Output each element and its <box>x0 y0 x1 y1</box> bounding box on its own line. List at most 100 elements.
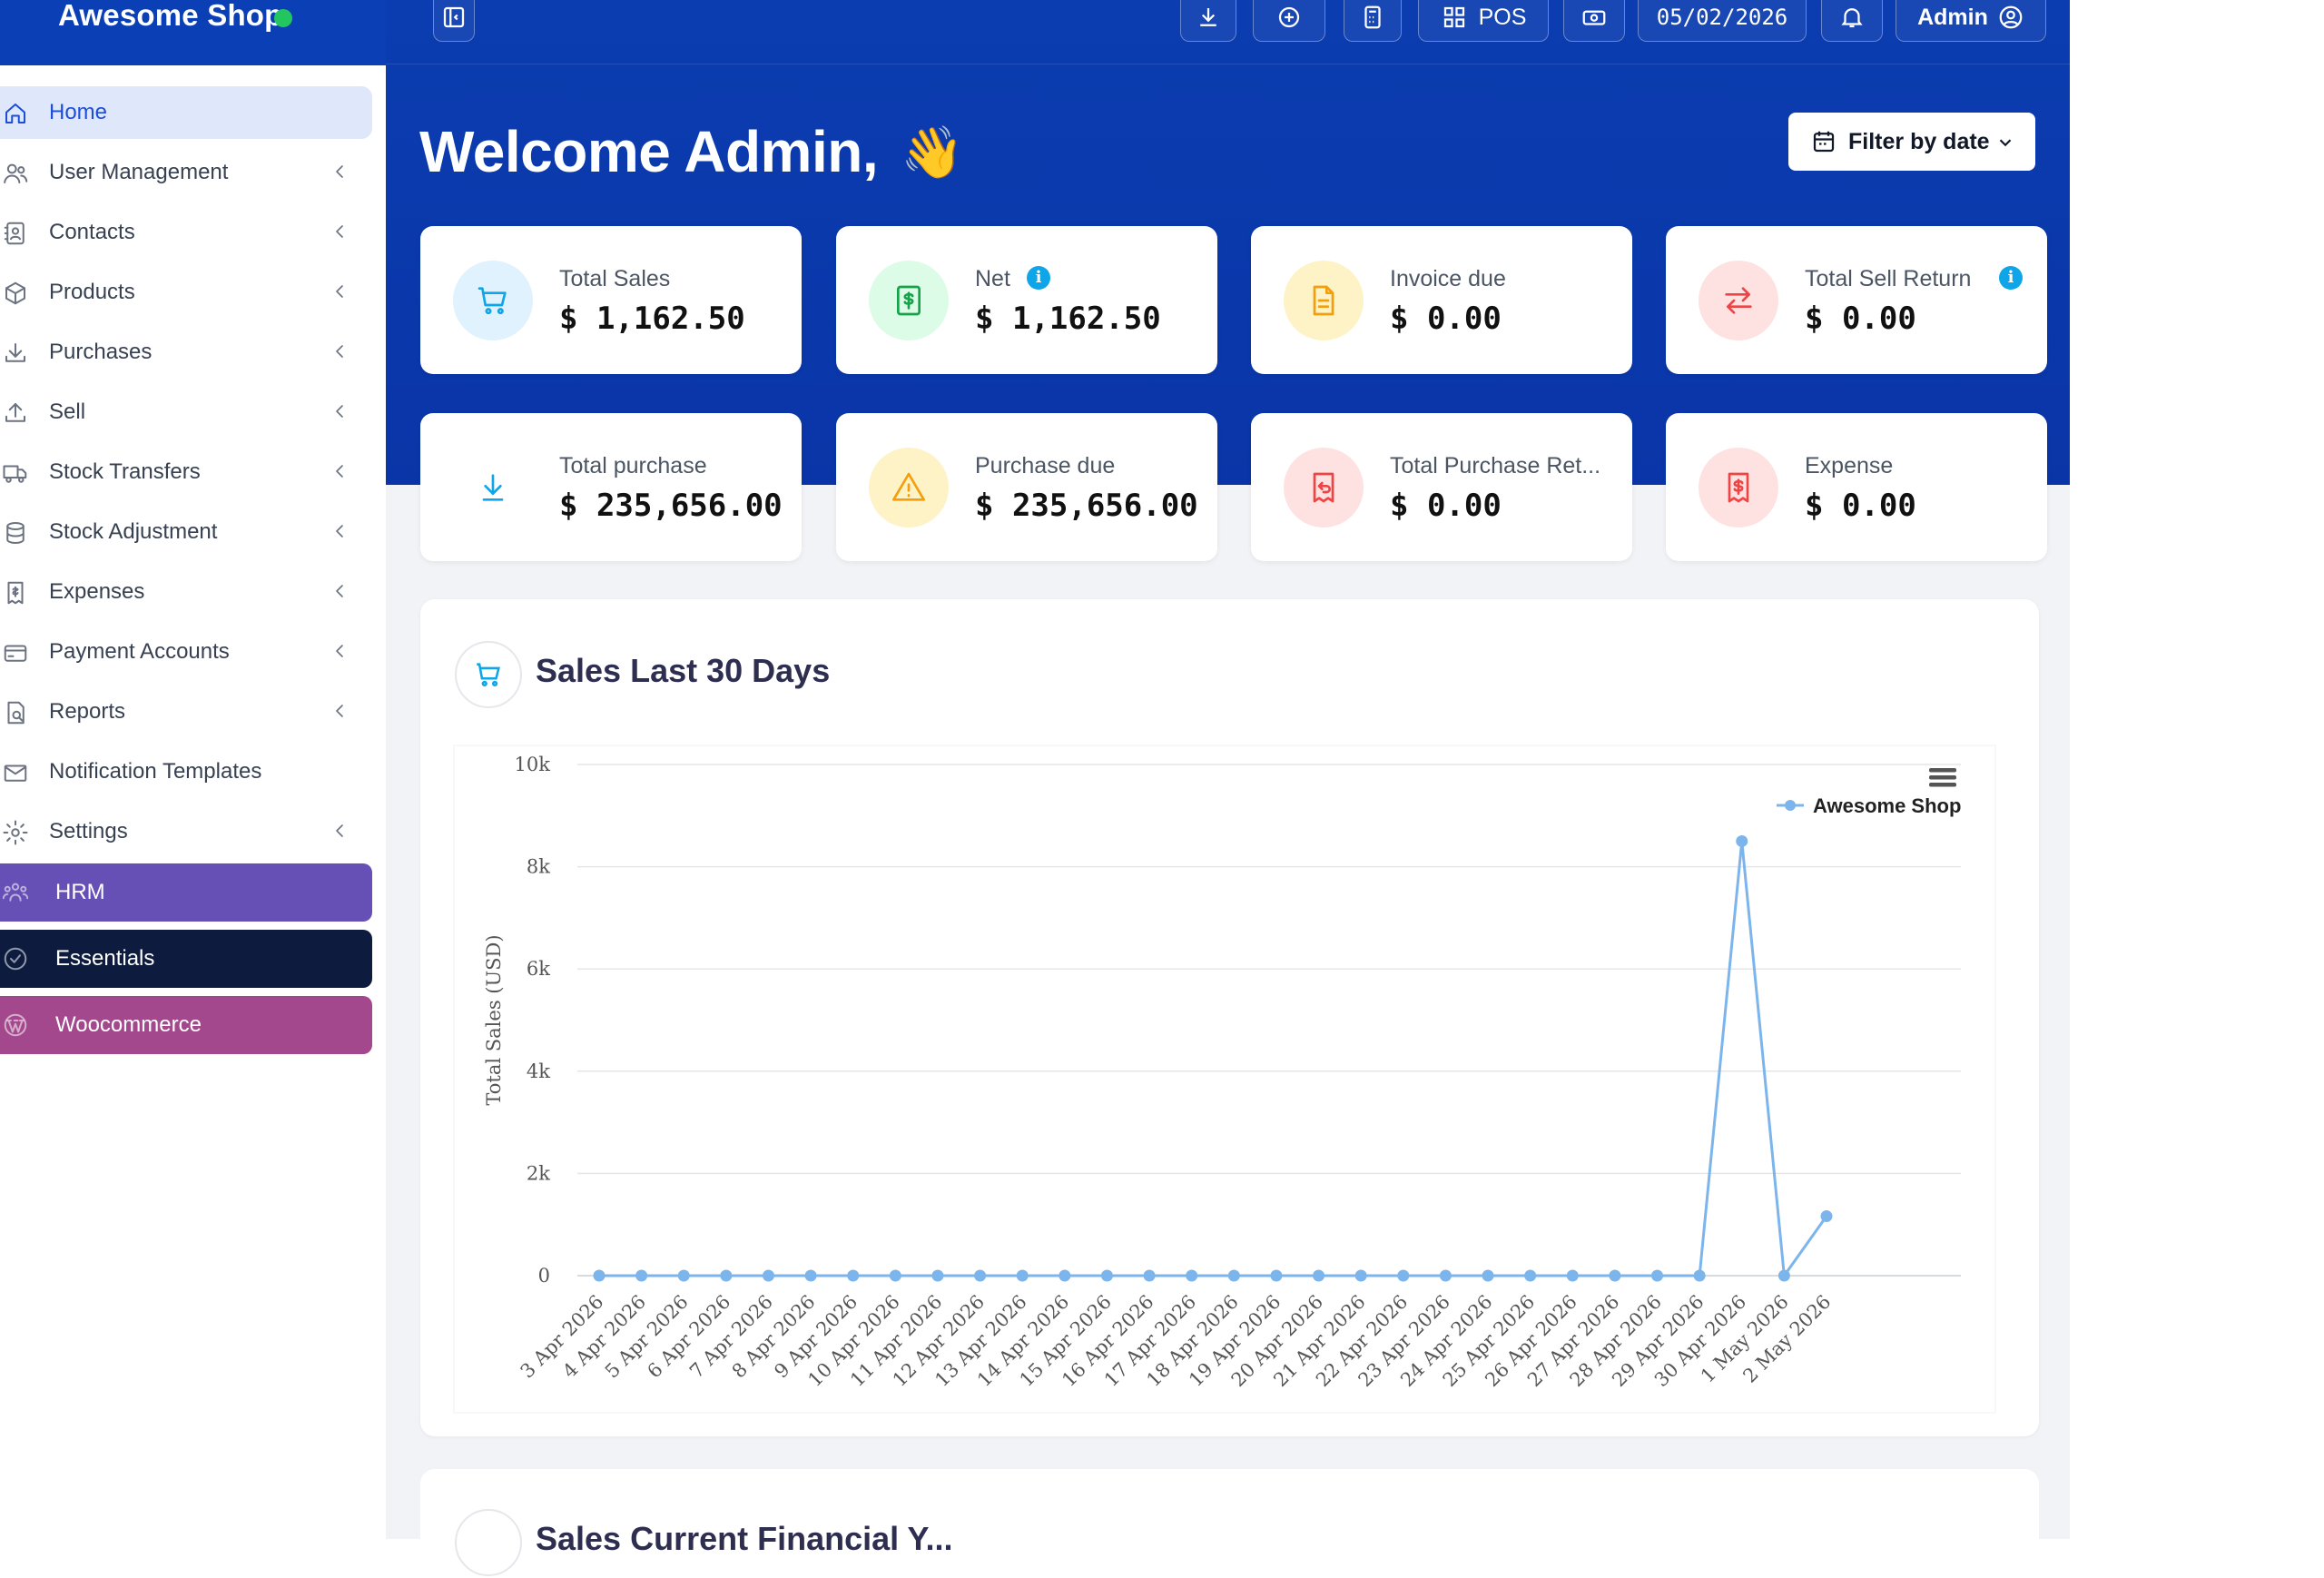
menu-bar <box>1929 768 1956 773</box>
sidebar-item-products[interactable]: Products <box>0 266 372 319</box>
stat-label: Total Purchase Ret... <box>1390 453 1601 478</box>
sidebar-item-sell[interactable]: Sell <box>0 386 372 439</box>
data-point <box>1566 1269 1579 1282</box>
pos-button[interactable]: POS <box>1418 0 1549 42</box>
chevron-left-icon <box>336 525 343 538</box>
data-point <box>1354 1269 1367 1282</box>
stat-card-invoice-due: Invoice due $ 0.00 <box>1251 226 1632 374</box>
sidebar-item-purchases[interactable]: Purchases <box>0 326 372 379</box>
sidebar: Awesome Shop Home User Management Contacts… <box>0 0 386 1060</box>
cash-register-button[interactable] <box>1563 0 1625 42</box>
y-axis-label: Total Sales (USD) <box>483 934 505 1105</box>
sidebar-item-user-management[interactable]: User Management <box>0 146 372 199</box>
stat-card-net: Net $ 1,162.50 i <box>836 226 1217 374</box>
user-circle-icon <box>1999 5 2023 29</box>
sidebar-item-stock-transfers[interactable]: Stock Transfers <box>0 446 372 498</box>
user-name: Admin <box>1917 4 1988 30</box>
exchange-icon <box>1725 287 1752 314</box>
sidebar-module-essentials[interactable]: Essentials <box>0 930 372 988</box>
filter-by-date-button[interactable]: Filter by date <box>1788 113 2035 171</box>
info-icon[interactable]: i <box>1027 266 1050 290</box>
sidebar-item-home[interactable]: Home <box>0 86 372 139</box>
menu-bar <box>1929 783 1956 787</box>
legend-marker <box>1785 800 1796 811</box>
people-icon <box>2 883 29 902</box>
sidebar-item-notification-templates[interactable]: Notification Templates <box>0 745 372 798</box>
stat-icon-badge <box>1284 448 1364 528</box>
cart-icon <box>455 1509 522 1576</box>
sidebar-module-label: Essentials <box>55 946 155 971</box>
chart-menu-icon[interactable] <box>1929 768 1956 787</box>
data-point <box>889 1269 901 1282</box>
data-point <box>1524 1269 1537 1282</box>
sidebar-item-payment-accounts[interactable]: Payment Accounts <box>0 626 372 678</box>
data-point <box>1186 1269 1198 1282</box>
sidebar-module-woocommerce[interactable]: Woocommerce <box>0 996 372 1054</box>
welcome-heading: Welcome Admin, <box>419 119 879 184</box>
envelope-icon <box>4 764 27 782</box>
stat-icon-badge <box>1284 261 1364 340</box>
data-point <box>593 1269 606 1282</box>
brand-header[interactable]: Awesome Shop <box>0 0 386 65</box>
stat-label: Total purchase <box>559 453 707 478</box>
sidebar-item-settings[interactable]: Settings <box>0 805 372 858</box>
download-button[interactable] <box>1180 0 1236 42</box>
sales-last-30-days-card: Sales Last 30 Days 0 2k 4k 6k 8k 10k Total Sal… <box>420 599 2039 1436</box>
data-point <box>677 1269 690 1282</box>
sidebar-item-label: Stock Transfers <box>49 459 201 484</box>
bell-icon <box>1841 8 1863 28</box>
sidebar-module-hrm[interactable]: HRM <box>0 863 372 922</box>
stat-label: Total Sell Return <box>1805 266 1972 291</box>
stat-card-total-purchase: Total purchase $ 235,656.00 <box>420 413 802 561</box>
chevron-left-icon <box>336 705 343 717</box>
data-point <box>974 1269 987 1282</box>
stat-card-purchase-due: Purchase due $ 235,656.00 <box>836 413 1217 561</box>
sidebar-item-stock-adjustment[interactable]: Stock Adjustment <box>0 506 372 558</box>
stat-label: Invoice due <box>1390 266 1506 291</box>
stat-value: $ 0.00 <box>1805 488 1916 524</box>
stat-value: $ 0.00 <box>1390 488 1502 524</box>
chevron-down-icon <box>1999 139 2012 147</box>
check-circle-icon <box>4 947 27 971</box>
sidebar-item-expenses[interactable]: Expenses <box>0 566 372 618</box>
stat-card-total-sell-return: Total Sell Return $ 0.00 i <box>1666 226 2047 374</box>
date-display: 05/02/2026 <box>1638 0 1807 42</box>
info-icon[interactable]: i <box>1999 266 2023 290</box>
data-point <box>1397 1269 1410 1282</box>
data-point <box>762 1269 774 1282</box>
stat-icon-badge <box>1699 261 1778 340</box>
chevron-left-icon <box>336 285 343 298</box>
file-icon <box>1313 285 1334 316</box>
waving-hand-icon: 👋 <box>901 123 964 181</box>
sidebar-item-reports[interactable]: Reports <box>0 685 372 738</box>
calculator-icon <box>1364 5 1381 29</box>
stat-icon-badge <box>453 448 533 528</box>
cart-icon <box>477 663 500 687</box>
data-point <box>804 1269 817 1282</box>
chevron-left-icon <box>336 345 343 358</box>
gear-icon <box>3 820 28 845</box>
chevron-left-icon <box>336 824 343 837</box>
data-point <box>1482 1269 1494 1282</box>
sidebar-item-label: Contacts <box>49 220 135 244</box>
user-menu-button[interactable]: Admin <box>1896 0 2046 42</box>
upload-icon <box>5 403 25 422</box>
add-button[interactable] <box>1253 0 1325 42</box>
report-icon <box>7 701 25 725</box>
data-point <box>1227 1269 1240 1282</box>
notifications-button[interactable] <box>1821 0 1883 42</box>
sidebar-toggle-button[interactable] <box>433 0 475 42</box>
users-icon <box>4 163 28 183</box>
wordpress-icon <box>4 1013 27 1037</box>
y-tick-label: 6k <box>527 958 550 980</box>
stat-label: Net <box>975 266 1010 291</box>
sidebar-item-contacts[interactable]: Contacts <box>0 206 372 259</box>
home-icon <box>5 104 25 123</box>
calculator-button[interactable] <box>1344 0 1402 42</box>
stat-icon-badge <box>869 261 949 340</box>
stat-value: $ 0.00 <box>1805 301 1916 337</box>
chart-title: Sales Last 30 Days <box>536 652 831 689</box>
sidebar-item-label: Reports <box>49 699 126 724</box>
next-chart-title: Sales Current Financial Y... <box>536 1520 953 1557</box>
